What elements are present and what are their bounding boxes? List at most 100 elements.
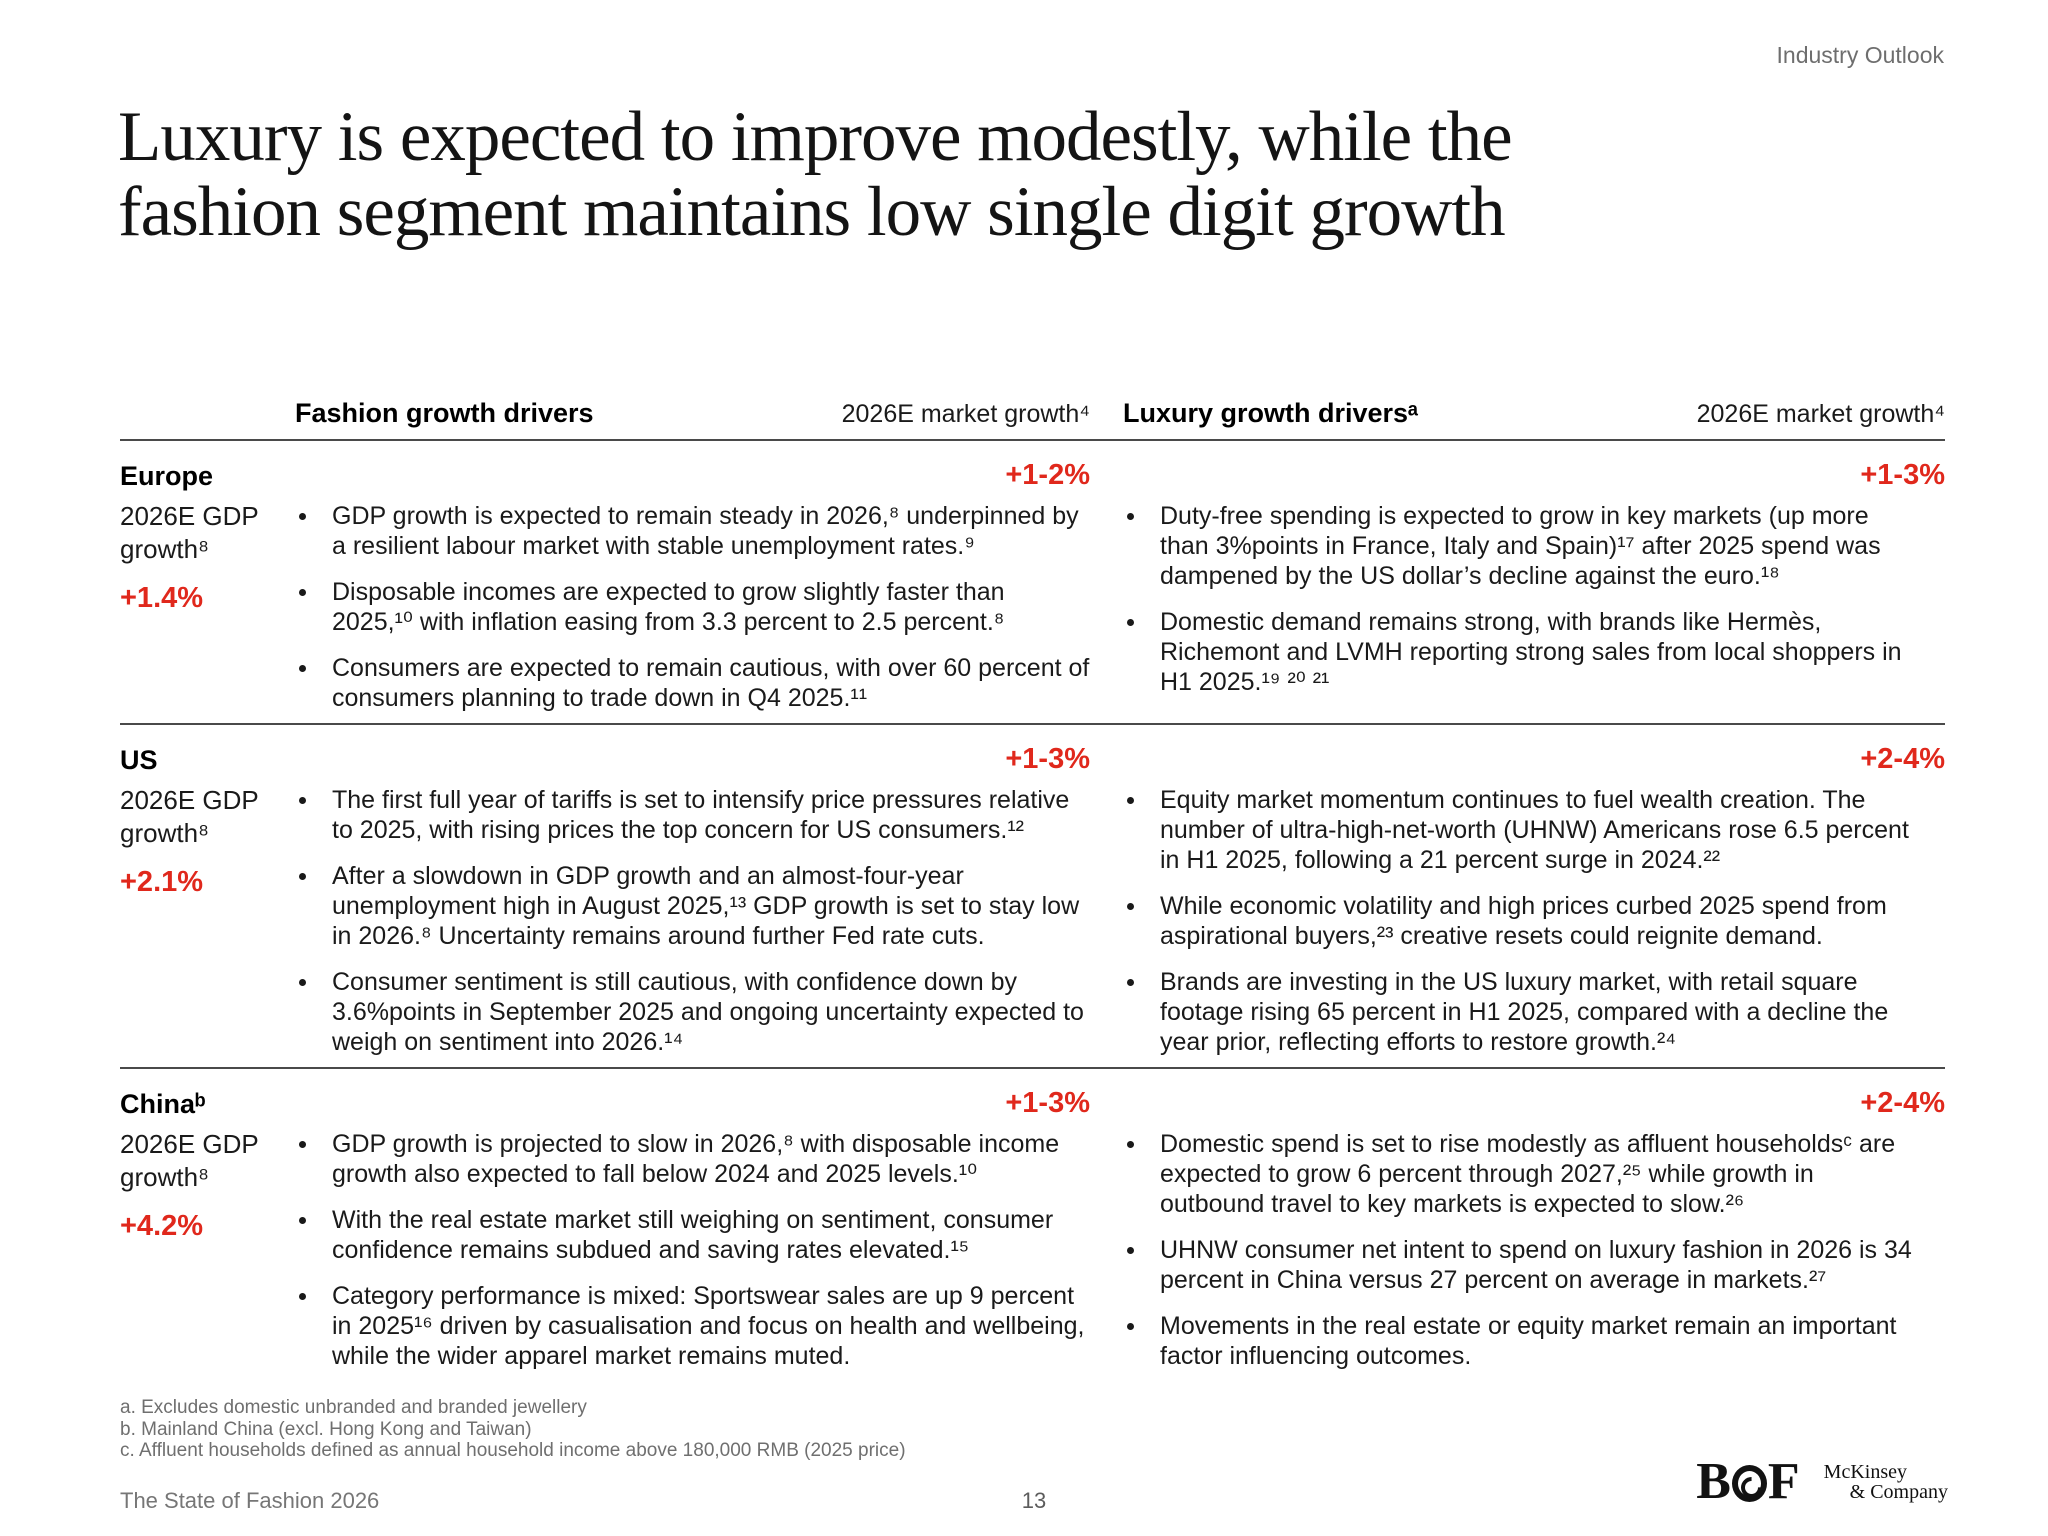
bullet-icon: [299, 873, 306, 880]
growth-drivers-table: Fashion growth drivers 2026E market grow…: [120, 398, 1945, 1462]
bullet-icon: [1127, 903, 1134, 910]
bullet-text: Domestic demand remains strong, with bra…: [1160, 608, 1902, 696]
bullet-icon: [1127, 797, 1134, 804]
footer-logos: B F McKinsey & Company: [1696, 1456, 1948, 1508]
bullet-text: After a slowdown in GDP growth and an al…: [332, 862, 1080, 950]
fashion-market-growth-value: +1-2%: [1005, 459, 1090, 491]
bullet-icon: [1127, 619, 1134, 626]
gdp-growth-value: +1.4%: [120, 582, 204, 614]
luxury-market-growth-value: +2-4%: [1860, 1087, 1945, 1119]
bullet-item: Domestic spend is set to rise modestly a…: [1123, 1129, 1945, 1219]
region-name: Europe: [120, 461, 214, 491]
fashion-drivers-cell: +1-3% The first full year of tariffs is …: [295, 743, 1090, 1057]
bullet-text: GDP growth is expected to remain steady …: [332, 502, 1079, 560]
bullet-text: The first full year of tariffs is set to…: [332, 786, 1070, 844]
bullet-text: Consumers are expected to remain cautiou…: [332, 654, 1090, 712]
gdp-growth-value: +4.2%: [120, 1210, 204, 1242]
bullet-icon: [299, 797, 306, 804]
bullet-item: Brands are investing in the US luxury ma…: [1123, 967, 1945, 1057]
luxury-header-cell: Luxury growth driversᵃ 2026E market grow…: [1123, 398, 1945, 429]
table-row-europe: Europe 2026E GDP growth⁸ +1.4% +1-2% GDP…: [120, 441, 1945, 725]
mckinsey-logo: McKinsey & Company: [1824, 1462, 1948, 1502]
slide-footer: The State of Fashion 2026 13 B F McKinse…: [120, 1448, 1948, 1514]
footnotes-block: a. Excludes domestic unbranded and brand…: [120, 1397, 1945, 1461]
column-gap: [1090, 743, 1123, 1057]
bullet-icon: [299, 513, 306, 520]
column-gap: [1090, 459, 1123, 713]
fashion-bullet-list: The first full year of tariffs is set to…: [295, 785, 1090, 1057]
bullet-icon: [1127, 1141, 1134, 1148]
bullet-item: Domestic demand remains strong, with bra…: [1123, 607, 1945, 697]
bullet-text: Brands are investing in the US luxury ma…: [1160, 968, 1889, 1056]
bullet-icon: [1127, 1247, 1134, 1254]
fashion-header-label: Fashion growth drivers: [295, 398, 594, 428]
fashion-header-cell: Fashion growth drivers 2026E market grow…: [295, 398, 1090, 429]
bullet-item: Duty-free spending is expected to grow i…: [1123, 501, 1945, 591]
bullet-text: UHNW consumer net intent to spend on lux…: [1160, 1236, 1912, 1294]
fashion-bullet-list: GDP growth is projected to slow in 2026,…: [295, 1129, 1090, 1371]
bullet-text: Equity market momentum continues to fuel…: [1160, 786, 1909, 874]
region-name: US: [120, 745, 158, 775]
bullet-item: Disposable incomes are expected to grow …: [295, 577, 1090, 637]
bullet-item: After a slowdown in GDP growth and an al…: [295, 861, 1090, 951]
bullet-item: With the real estate market still weighi…: [295, 1205, 1090, 1265]
bullet-text: While economic volatility and high price…: [1160, 892, 1887, 950]
bullet-text: Movements in the real estate or equity m…: [1160, 1312, 1897, 1370]
gdp-growth-label: 2026E GDP growth⁸: [120, 501, 259, 564]
luxury-header-label: Luxury growth driversᵃ: [1123, 398, 1419, 428]
footnote: b. Mainland China (excl. Hong Kong and T…: [120, 1418, 532, 1440]
table-header-row: Fashion growth drivers 2026E market grow…: [120, 398, 1945, 441]
mckinsey-logo-line1: McKinsey: [1823, 1461, 1907, 1483]
bullet-text: With the real estate market still weighi…: [332, 1206, 1054, 1264]
luxury-drivers-cell: +1-3% Duty-free spending is expected to …: [1123, 459, 1945, 713]
gdp-growth-label: 2026E GDP growth⁸: [120, 785, 259, 848]
bullet-item: GDP growth is projected to slow in 2026,…: [295, 1129, 1090, 1189]
bof-o-monogram-icon: [1731, 1464, 1767, 1502]
bullet-icon: [1127, 513, 1134, 520]
gdp-growth-value: +2.1%: [120, 866, 204, 898]
footnote: c. Affluent households defined as annual…: [120, 1440, 906, 1461]
fashion-drivers-cell: +1-3% GDP growth is projected to slow in…: [295, 1087, 1090, 1371]
page-number: 13: [1021, 1488, 1047, 1513]
bullet-item: Consumers are expected to remain cautiou…: [295, 653, 1090, 713]
region-label-block: Europe 2026E GDP growth⁸ +1.4%: [120, 459, 295, 713]
luxury-market-growth-header: 2026E market growth⁴: [1696, 400, 1945, 428]
bullet-text: Category performance is mixed: Sportswea…: [332, 1282, 1085, 1370]
bullet-icon: [1127, 1323, 1134, 1330]
bof-logo: B F: [1696, 1453, 1799, 1510]
bullet-item: Equity market momentum continues to fuel…: [1123, 785, 1945, 875]
bullet-icon: [299, 979, 306, 986]
bullet-text: Consumer sentiment is still cautious, wi…: [332, 968, 1084, 1056]
luxury-market-growth-value: +1-3%: [1860, 459, 1945, 491]
region-label-block: US 2026E GDP growth⁸ +2.1%: [120, 743, 295, 1057]
section-eyebrow: Industry Outlook: [1776, 42, 1944, 68]
header-spacer: [120, 398, 295, 429]
bullet-icon: [299, 1141, 306, 1148]
luxury-bullet-list: Equity market momentum continues to fuel…: [1123, 785, 1945, 1057]
bullet-icon: [1127, 979, 1134, 986]
bullet-icon: [299, 1217, 306, 1224]
bof-letter-b: B: [1696, 1453, 1731, 1510]
mckinsey-logo-line2: & Company: [1849, 1481, 1948, 1503]
fashion-market-growth-header: 2026E market growth⁴: [841, 400, 1090, 428]
bullet-item: While economic volatility and high price…: [1123, 891, 1945, 951]
luxury-market-growth-value: +2-4%: [1860, 743, 1945, 775]
report-title: The State of Fashion 2026: [120, 1488, 380, 1513]
luxury-bullet-list: Domestic spend is set to rise modestly a…: [1123, 1129, 1945, 1371]
table-row-us: US 2026E GDP growth⁸ +2.1% +1-3% The fir…: [120, 725, 1945, 1069]
bullet-text: Duty-free spending is expected to grow i…: [1160, 502, 1881, 590]
bullet-item: Movements in the real estate or equity m…: [1123, 1311, 1945, 1371]
bullet-text: Domestic spend is set to rise modestly a…: [1160, 1130, 1896, 1218]
bullet-item: UHNW consumer net intent to spend on lux…: [1123, 1235, 1945, 1295]
luxury-bullet-list: Duty-free spending is expected to grow i…: [1123, 501, 1945, 697]
luxury-drivers-cell: +2-4% Equity market momentum continues t…: [1123, 743, 1945, 1057]
bullet-text: Disposable incomes are expected to grow …: [332, 578, 1005, 636]
fashion-market-growth-value: +1-3%: [1005, 1087, 1090, 1119]
footnote: a. Excludes domestic unbranded and brand…: [120, 1397, 587, 1418]
bullet-item: Category performance is mixed: Sportswea…: [295, 1281, 1090, 1371]
bullet-icon: [299, 589, 306, 596]
region-label-block: Chinaᵇ 2026E GDP growth⁸ +4.2%: [120, 1087, 295, 1371]
gdp-growth-label: 2026E GDP growth⁸: [120, 1129, 259, 1192]
bullet-item: The first full year of tariffs is set to…: [295, 785, 1090, 845]
